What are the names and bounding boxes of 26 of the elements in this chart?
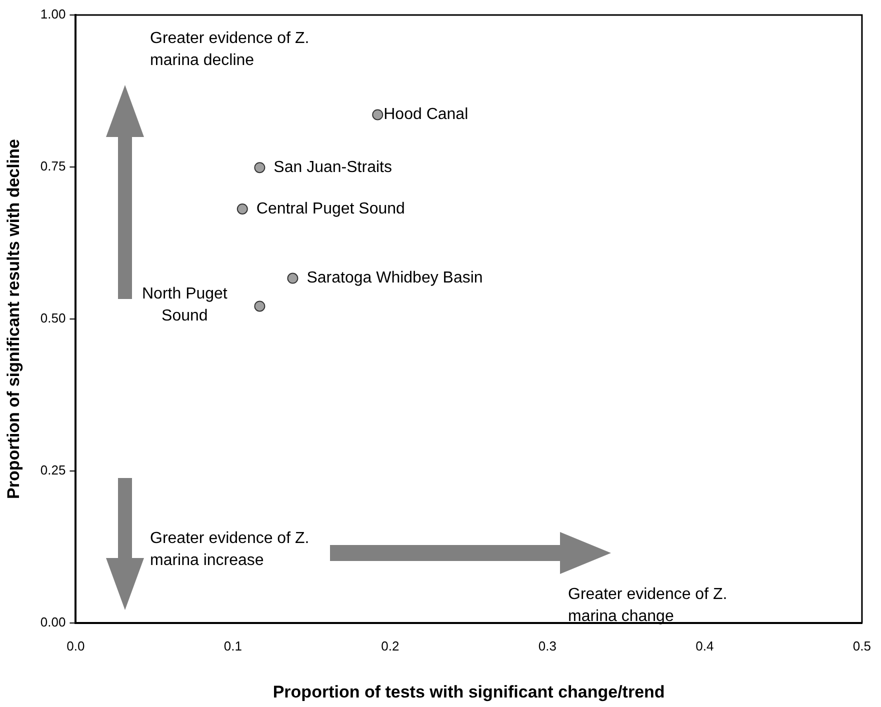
y-tick-label: 1.00	[40, 6, 66, 22]
annotation: Greater evidence of Z. marina decline	[150, 29, 310, 71]
x-tick-label: 0.5	[852, 638, 872, 654]
x-axis-title: Proportion of tests with significant change/trend	[272, 682, 665, 702]
y-axis-title: Proportion of significant results with decline	[4, 139, 23, 499]
x-tick-label: 0.0	[66, 638, 85, 654]
x-tick-label: 0.1	[224, 638, 242, 654]
x-tick-label: 0.2	[381, 638, 400, 654]
annotation: North Puget Sound	[142, 286, 228, 325]
x-tick-label: 0.4	[696, 638, 714, 654]
y-tick-label: 0.50	[40, 310, 66, 326]
annotation: Hood Canal	[384, 106, 468, 124]
annotation: San Juan-Straits	[274, 159, 392, 176]
y-tick-label: 0.25	[40, 462, 66, 478]
annotation: Central Puget Sound	[256, 200, 405, 218]
y-tick-label: 0.75	[40, 158, 66, 174]
annotation: Saratoga Whidbey Basin	[306, 270, 483, 287]
annotation: Greater evidence of Z. marina change	[568, 585, 728, 627]
point	[236, 203, 248, 214]
x-tick-label: 0.3	[538, 638, 556, 654]
annotation: Greater evidence of Z. marina increase	[150, 529, 310, 571]
point	[287, 272, 298, 284]
y-tick-label: 0.00	[40, 614, 66, 630]
point	[372, 109, 384, 120]
point	[254, 300, 266, 312]
point	[254, 162, 266, 174]
